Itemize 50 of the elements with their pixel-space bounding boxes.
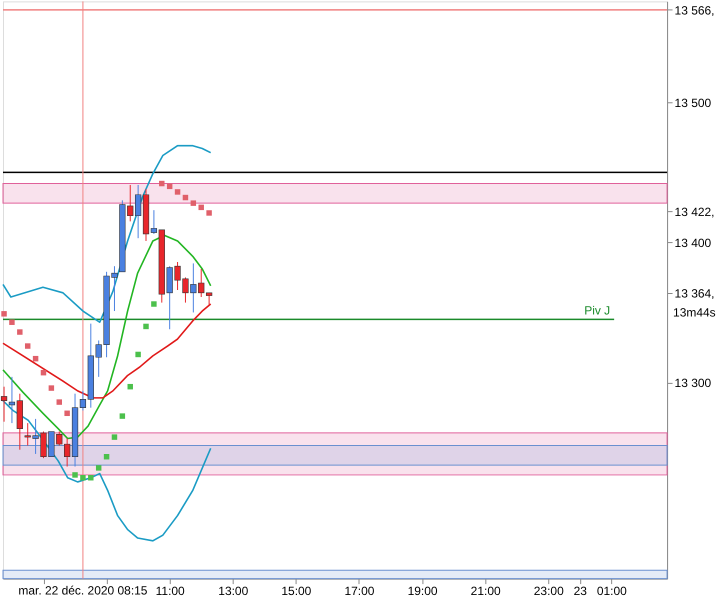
x-tick-label: 01:00 [596, 584, 628, 598]
point [143, 324, 149, 330]
text: 13m44s [673, 306, 716, 320]
line-series [2, 234, 212, 440]
point [64, 410, 70, 416]
point [182, 194, 188, 200]
x-tick-label: 15:00 [281, 584, 312, 598]
y-tick-label: 13 422, [674, 205, 714, 220]
point [112, 434, 118, 440]
point [32, 356, 38, 362]
point [88, 475, 94, 480]
point [40, 370, 46, 376]
point [206, 210, 212, 216]
point [198, 204, 204, 210]
point [135, 352, 141, 358]
point [72, 472, 78, 478]
x-tick-label: 11:00 [156, 584, 186, 598]
point [80, 475, 86, 480]
x-tick-label: 21:00 [470, 584, 501, 598]
ref-line-label: Piv J [584, 303, 610, 318]
point [120, 413, 126, 419]
x-tick-label: 17:00 [344, 584, 375, 598]
x-tick-label: 23 [574, 584, 588, 598]
point [56, 399, 62, 405]
point [96, 465, 102, 471]
point [24, 343, 30, 349]
x-tick-label: 23:00 [534, 584, 564, 598]
y-tick-label: 13 300 [674, 376, 712, 390]
ref-line-label: mar. 22 déc. 2020 08:15 [18, 584, 148, 598]
candlestick [111, 266, 118, 312]
point [174, 189, 180, 195]
point [190, 200, 196, 206]
point [9, 320, 15, 325]
candlestick [0, 386, 8, 422]
line-series [2, 303, 212, 399]
point [1, 311, 7, 317]
point [159, 180, 165, 186]
point [128, 384, 133, 390]
y-tick-label: 13 364, [674, 286, 714, 300]
point [151, 301, 157, 307]
y-tick-label: 13 400 [674, 236, 712, 250]
point [166, 184, 172, 190]
point [17, 329, 23, 335]
x-tick-label: 13:00 [218, 584, 249, 598]
y-tick-label: 13 500 [674, 96, 712, 110]
line-series [2, 144, 212, 324]
y-tick-label: 13 566, [674, 3, 714, 18]
point [48, 385, 54, 391]
point [104, 454, 110, 460]
x-tick-label: 19:00 [408, 584, 438, 598]
